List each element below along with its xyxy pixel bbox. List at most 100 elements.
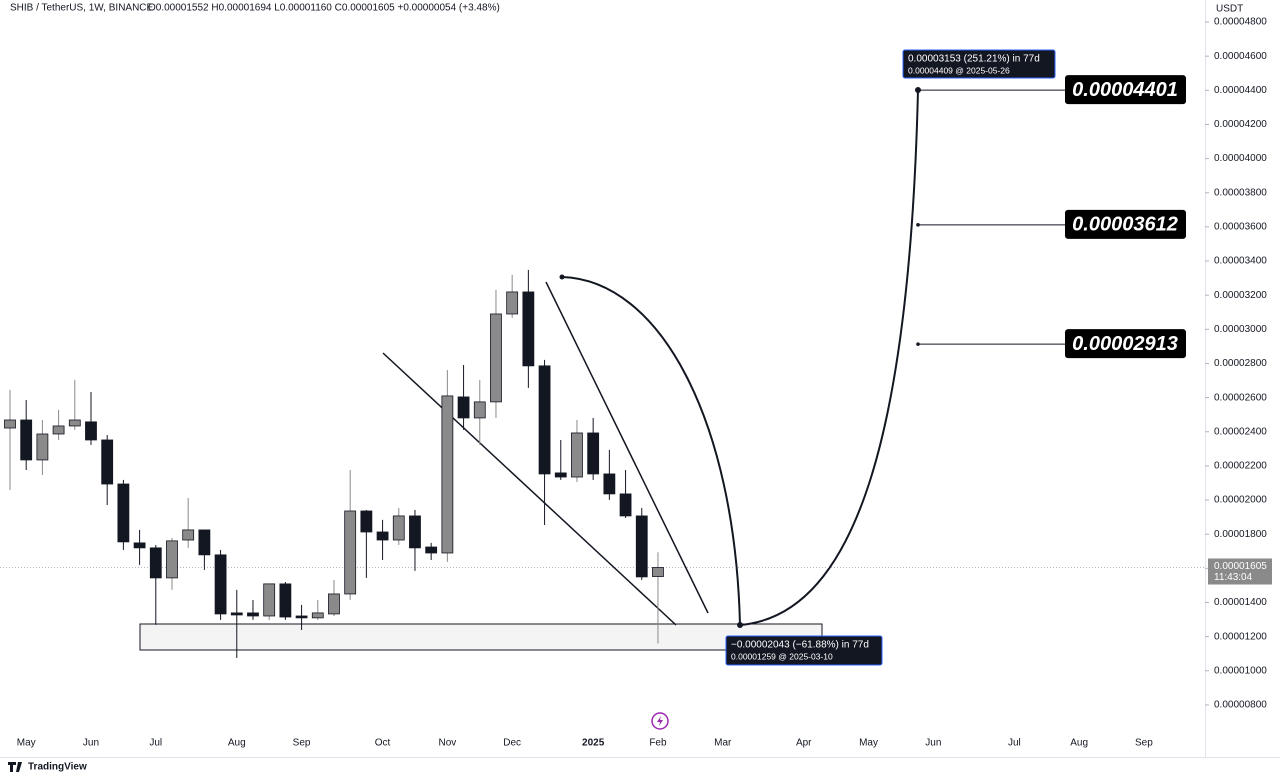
candle-body [230,612,243,616]
target-box [1065,75,1186,105]
candle-body [392,515,405,541]
candle-body [554,472,567,478]
x-tick-label: Sep [1135,738,1153,749]
candle [441,369,454,562]
candle [506,274,519,318]
candle [457,365,470,430]
candle [360,509,373,578]
brand: TradingView [28,762,87,773]
candle-body [279,583,292,618]
candle-body [133,542,146,549]
y-tick-label: 0.00004400 [1214,85,1267,96]
candle [571,419,583,482]
candle [473,379,486,445]
candle-body [360,510,373,533]
measure-text: −0.00002043 (−61.88%) in 77d [731,640,869,651]
target-label: 0.00002913 [1072,333,1178,355]
candle-body [52,425,65,435]
candle-body [522,291,535,367]
y-tick-label: 0.00001800 [1214,529,1267,540]
x-tick-label: Nov [438,738,456,749]
candle [635,507,648,580]
anchor-dot [559,274,565,280]
brand-logo [8,762,22,772]
measure-box [725,635,883,666]
x-tick-label: May [859,738,878,749]
candle [247,599,259,620]
candle-body [295,615,308,619]
candle-body [409,515,421,549]
candle [587,417,600,480]
candle [311,599,324,620]
y-tick-label: 0.00004600 [1214,51,1267,62]
candle [101,435,114,506]
trendline [545,281,709,614]
candle [490,289,502,418]
x-tick-label: Aug [228,738,246,749]
y-tick-label: 0.00001000 [1214,665,1267,676]
event-icon [651,712,669,730]
candle [619,470,632,518]
x-tick-label: Mar [714,738,732,749]
y-tick-label: 0.00003600 [1214,222,1267,233]
target-label: 0.00003612 [1072,214,1178,236]
y-tick-label: 0.00002600 [1214,392,1267,403]
y-tick-label: 0.00004800 [1214,17,1267,28]
candle [20,400,33,471]
candle [52,409,65,440]
target-dot [916,342,920,346]
candle-body [652,567,664,577]
candle-body [149,547,162,579]
header-ohlc: O0.00001552 H0.00001694 L0.00001160 C0.0… [148,3,500,14]
candle [149,544,162,625]
candle-body [344,510,357,595]
candle-body [101,439,114,485]
candle-body [247,612,259,617]
candle [376,519,389,560]
x-tick-label: Apr [796,738,812,749]
candle-body [214,554,227,615]
y-tick-label: 0.00002400 [1214,426,1267,437]
measure-up: 0.00003153 (251.21%) in 77d 0.00004409 @… [902,49,1056,79]
y-tick-label: 0.00003400 [1214,256,1267,267]
anchor-dot [737,622,743,628]
y-tick-label: 0.00003000 [1214,324,1267,335]
trendline [382,352,677,626]
candle-body [263,583,276,617]
countdown: 11:43:04 [1214,572,1253,583]
candle [409,509,421,571]
candle [344,470,357,600]
target-box [1065,209,1186,239]
y-tick-label: 0.00003800 [1214,187,1267,198]
projection-curve [561,276,741,626]
measure-box [902,49,1056,79]
x-tick-label: May [17,738,36,749]
y-tick-label: 0.00001200 [1214,631,1267,642]
candle-body [619,493,632,517]
candle [230,589,243,658]
last-price-tag [1208,558,1272,585]
candle [117,479,130,550]
target-label: 0.00004401 [1072,79,1178,101]
candle-body [85,421,97,441]
x-tick-label: Jun [83,738,99,749]
y-tick-label: 0.00004000 [1214,153,1267,164]
x-tick-label: Jul [1008,738,1021,749]
candle [279,582,292,620]
y-tick-label: 0.00002200 [1214,461,1267,472]
candle-body [198,529,211,556]
candle-body [166,540,178,579]
candle [4,389,16,490]
candle [166,537,178,590]
candle-body [441,395,454,554]
candle [133,529,146,565]
candle [538,359,551,525]
candle [182,498,195,548]
target-dot [916,88,920,92]
candle [295,604,308,630]
x-tick-label: Oct [375,738,391,749]
candle-body [376,531,389,541]
header-symbol: SHIB / TetherUS, 1W, BINANCE [10,3,154,14]
